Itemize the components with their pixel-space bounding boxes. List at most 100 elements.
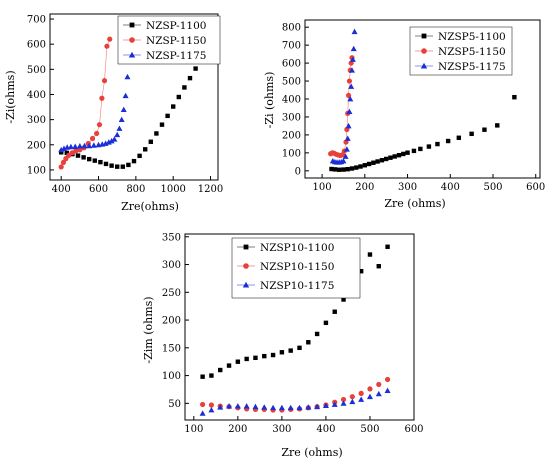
legend-box — [231, 237, 361, 299]
y-tick-label: 300 — [282, 112, 301, 123]
data-point — [349, 398, 356, 405]
data-point — [209, 373, 214, 378]
data-point — [235, 359, 241, 364]
legend-label: NZSP10-1150 — [260, 261, 334, 273]
data-point — [345, 167, 350, 172]
data-point — [217, 404, 224, 410]
data-point — [383, 156, 389, 162]
legend-marker — [421, 33, 427, 39]
data-point — [343, 146, 350, 152]
data-point — [148, 139, 153, 144]
data-point — [375, 159, 380, 164]
data-point — [182, 85, 187, 90]
data-point — [392, 154, 397, 159]
data-point — [341, 167, 346, 172]
data-point — [297, 345, 302, 351]
data-point — [367, 252, 373, 257]
data-point — [92, 158, 97, 163]
data-point — [171, 104, 176, 109]
data-point — [77, 147, 83, 153]
data-point — [314, 331, 320, 337]
data-point — [388, 155, 393, 160]
chart-panel-nzsp5: 100 200 300 400 500 600 0 100 200 300 400 500 600 700… — [263, 19, 545, 210]
data-point — [108, 138, 115, 144]
data-point — [445, 138, 451, 144]
y-axis-title: -Zi(ohms) — [4, 70, 17, 123]
data-point — [362, 163, 368, 168]
data-point — [456, 135, 462, 140]
data-point — [124, 73, 131, 80]
legend-marker — [129, 22, 135, 28]
data-point — [351, 28, 358, 35]
data-point — [358, 269, 364, 274]
data-point — [252, 403, 259, 410]
y-tick-label: 0 — [295, 166, 301, 177]
data-point — [270, 404, 277, 411]
x-tick-label: 600 — [404, 424, 423, 435]
data-point — [114, 131, 121, 138]
data-point — [371, 160, 376, 165]
data-point — [143, 147, 148, 152]
data-point — [208, 407, 215, 413]
data-point — [96, 122, 103, 128]
data-point — [482, 127, 487, 132]
y-tick-label: 100 — [162, 371, 181, 382]
data-point — [89, 135, 96, 142]
legend-marker — [242, 281, 250, 288]
y-tick-label: 600 — [27, 40, 46, 51]
data-point — [411, 148, 417, 154]
data-point — [243, 403, 250, 409]
data-point — [244, 356, 249, 362]
x-tick-label: 800 — [126, 184, 145, 195]
legend-label: NZSP10-1175 — [260, 280, 334, 292]
data-point — [385, 244, 390, 249]
data-point — [376, 264, 381, 269]
data-point — [332, 309, 337, 314]
legend-label: NZSP5-1100 — [438, 31, 506, 43]
series-nzsp5-1100 — [329, 95, 517, 172]
data-point — [347, 96, 354, 102]
x-tick-label: 200 — [228, 424, 247, 435]
legend: NZSP10-1100 NZSP10-1150 NZSP10-1175 — [231, 237, 361, 299]
series-nzsp-1175 — [58, 73, 131, 153]
data-point — [418, 146, 423, 152]
data-point — [72, 143, 79, 149]
data-point — [344, 135, 351, 141]
data-point — [187, 75, 193, 81]
data-point — [323, 320, 329, 326]
data-point — [349, 67, 355, 73]
data-point — [495, 123, 500, 128]
data-point — [200, 374, 205, 379]
data-point — [469, 131, 474, 137]
data-point — [270, 352, 276, 358]
y-axis-title: -Zi (ohms) — [263, 72, 276, 129]
data-point — [67, 143, 74, 150]
data-point — [376, 381, 382, 388]
x-tick-label: 300 — [272, 424, 291, 435]
data-point — [322, 402, 329, 408]
data-point — [73, 148, 79, 154]
x-axis-title: Zre (ohms) — [281, 446, 342, 459]
data-point — [159, 122, 165, 127]
y-tick-label: 600 — [282, 59, 301, 70]
data-point — [340, 400, 347, 406]
y-tick-label: 100 — [27, 165, 46, 176]
data-point — [253, 355, 258, 361]
data-point — [366, 393, 373, 400]
data-point — [358, 164, 363, 169]
data-point — [279, 350, 285, 355]
y-tick-label: 250 — [162, 288, 181, 299]
data-point — [367, 386, 373, 392]
data-point — [348, 83, 355, 89]
y-tick-label: 350 — [162, 232, 181, 243]
data-point — [120, 164, 125, 169]
y-tick-label: 500 — [27, 65, 46, 76]
data-point — [120, 106, 127, 112]
data-point — [426, 144, 432, 149]
x-tick-label: 200 — [355, 182, 374, 193]
data-point — [154, 131, 159, 136]
data-point — [342, 153, 349, 159]
data-point — [75, 153, 81, 158]
data-point — [405, 150, 410, 155]
